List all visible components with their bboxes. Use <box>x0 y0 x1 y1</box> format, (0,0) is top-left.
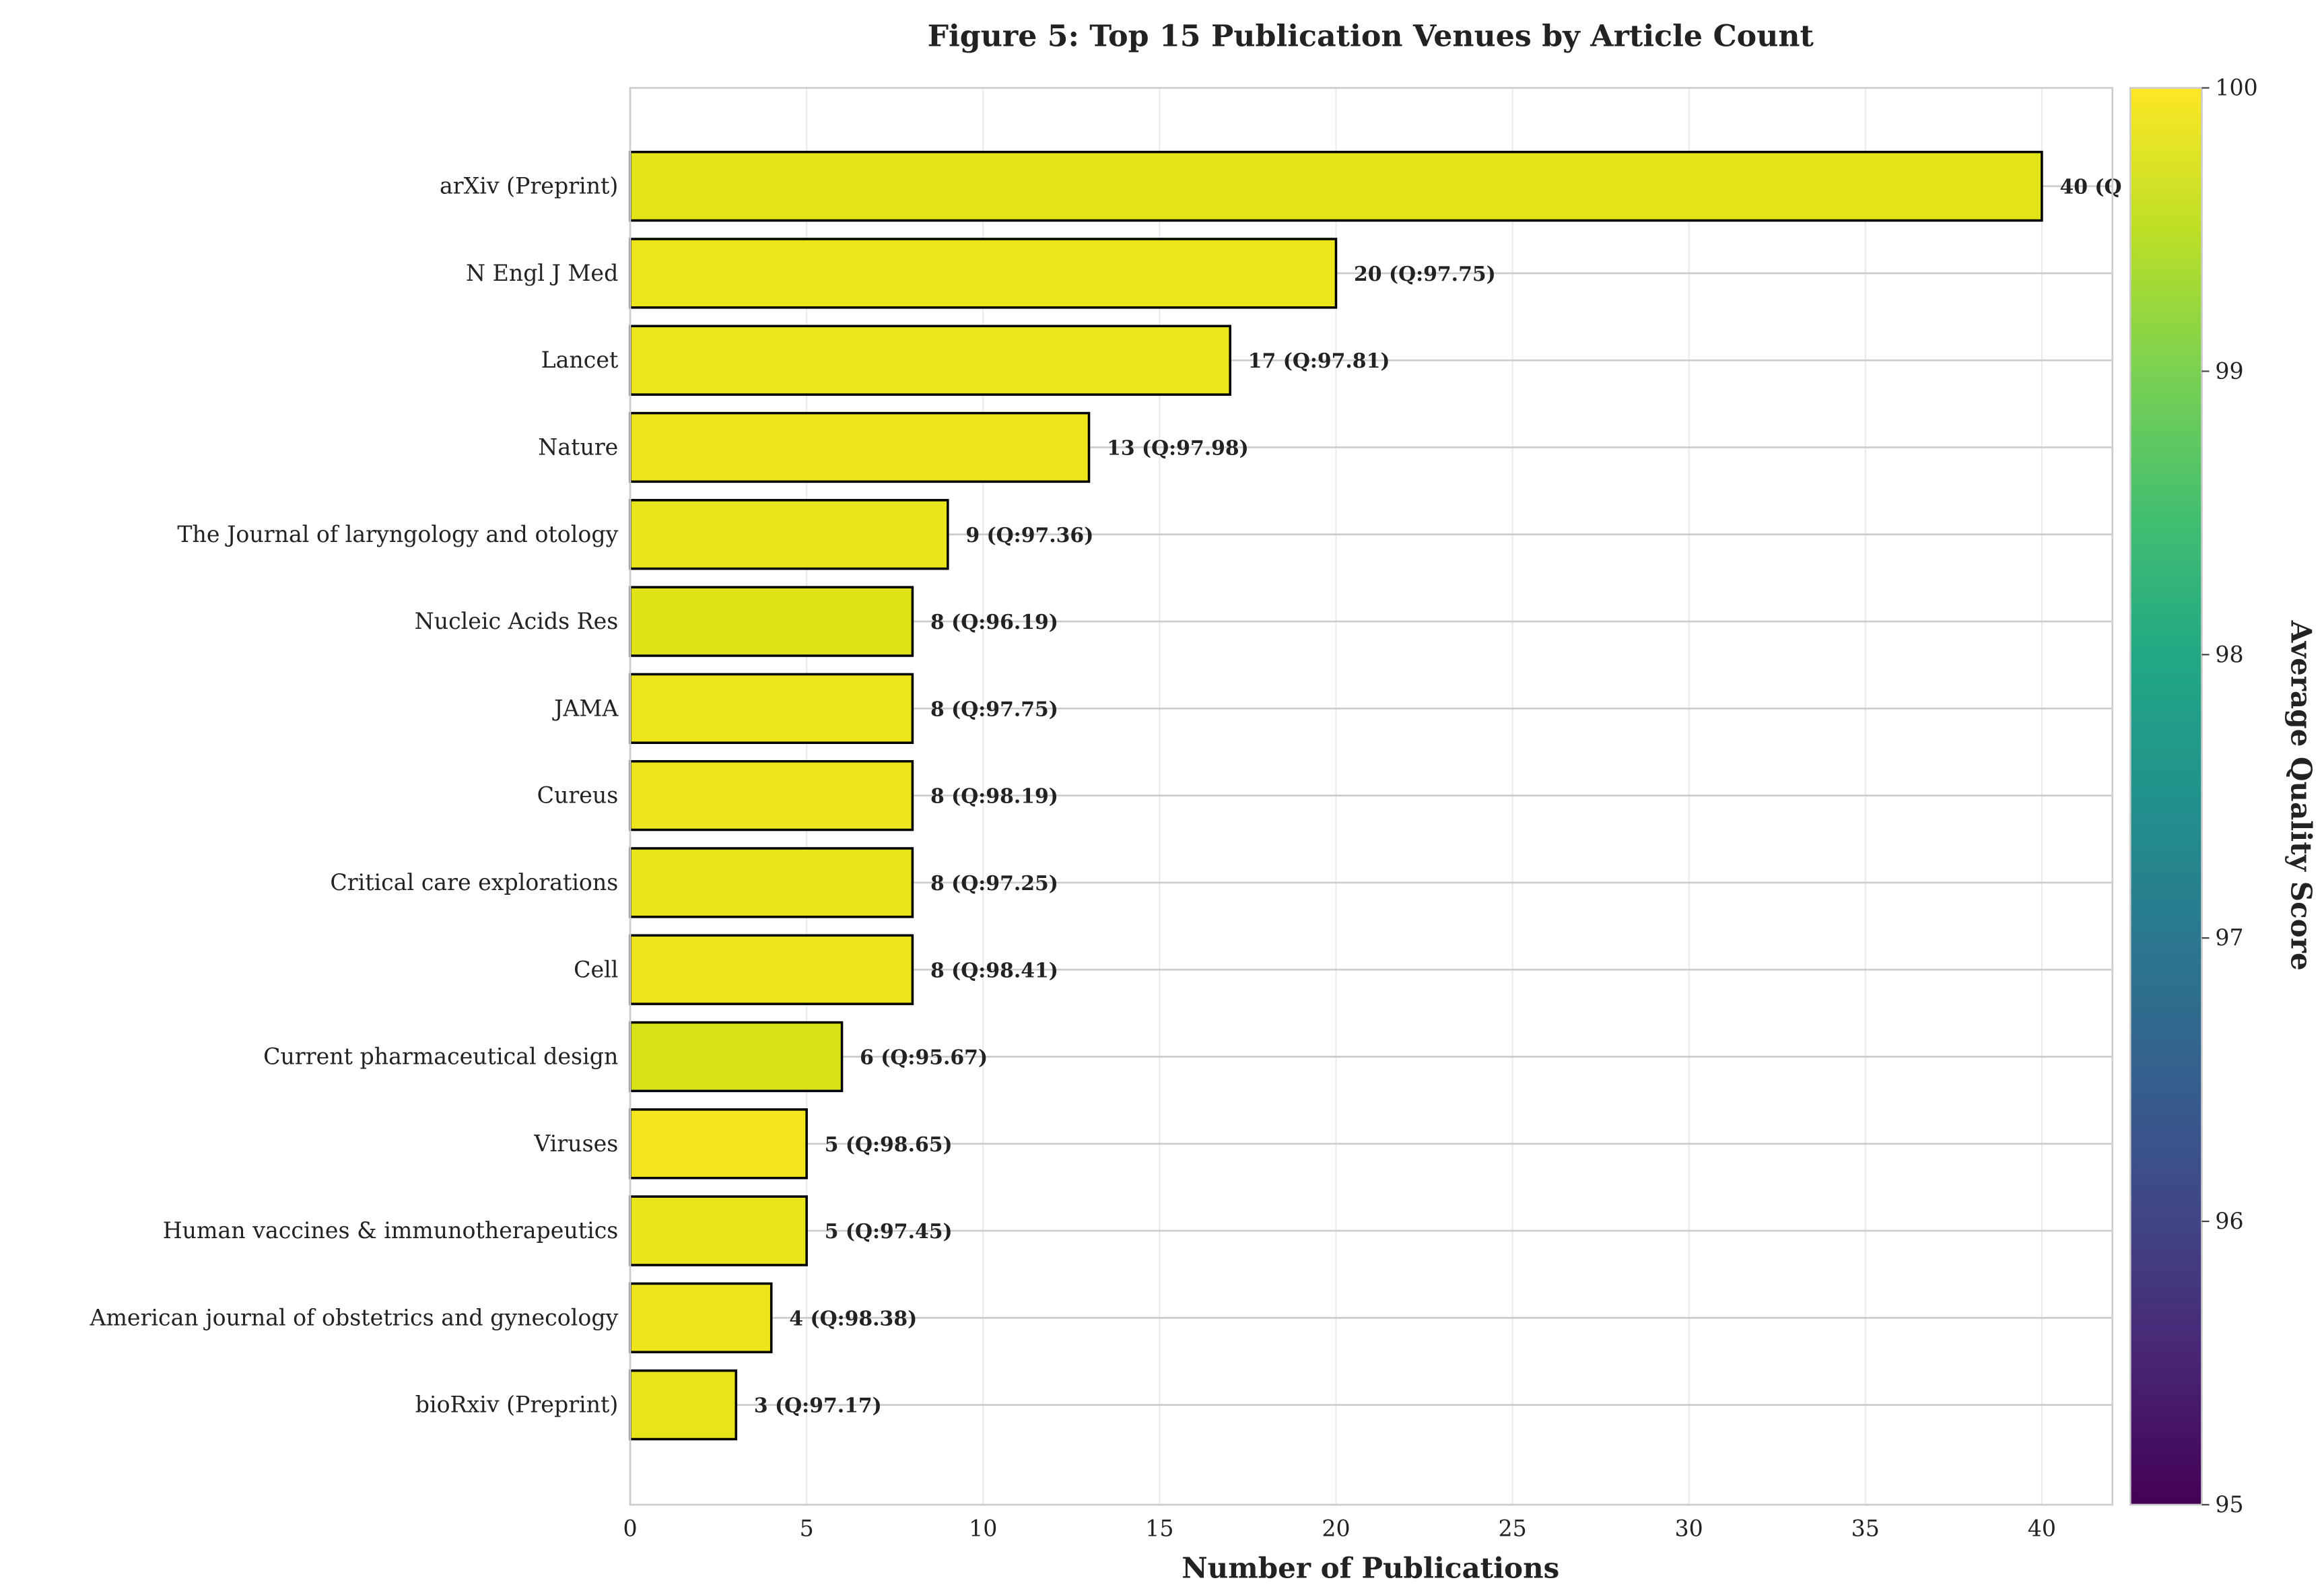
y-tick-label: The Journal of laryngology and otology <box>177 521 618 547</box>
y-tick-label: N Engl J Med <box>466 260 618 286</box>
y-tick-label: American journal of obstetrics and gynec… <box>89 1304 618 1330</box>
data-label: 8 (Q:97.75) <box>930 698 1058 721</box>
colorbar-tick-label: 95 <box>2215 1491 2243 1518</box>
data-label: 5 (Q:97.45) <box>825 1220 953 1244</box>
y-tick-label: Cureus <box>537 782 619 809</box>
chart-title: Figure 5: Top 15 Publication Venues by A… <box>928 19 1814 54</box>
bar <box>629 934 914 1005</box>
bar <box>629 499 949 570</box>
data-label: 4 (Q:98.38) <box>789 1307 917 1330</box>
data-label: 17 (Q:97.81) <box>1248 349 1390 373</box>
bar <box>629 586 914 657</box>
y-tick-label: Cell <box>574 956 618 982</box>
bar <box>629 847 914 918</box>
bar <box>629 1195 808 1266</box>
x-tick-label: 5 <box>800 1515 814 1541</box>
y-tick-label: Current pharmaceutical design <box>263 1044 618 1070</box>
colorbar-tick-label: 98 <box>2215 641 2243 667</box>
y-tick-labels: arXiv (Preprint) N Engl J Med Lancet Nature… <box>89 173 619 1418</box>
colorbar-tick-label: 99 <box>2215 358 2243 384</box>
colorbar-tick-labels: 95 96 97 98 99 100 <box>2201 75 2258 1518</box>
x-tick-label: 30 <box>1675 1515 1703 1541</box>
x-tick-label: 15 <box>1145 1515 1173 1541</box>
y-tick-label: JAMA <box>552 695 619 721</box>
x-axis-label: Number of Publications <box>1182 1551 1559 1584</box>
colorbar-tick-label: 97 <box>2215 924 2243 951</box>
x-tick-label: 35 <box>1851 1515 1880 1541</box>
colorbar <box>2129 87 2203 1506</box>
bar <box>629 150 2043 222</box>
x-tick-label: 40 <box>2028 1515 2056 1541</box>
data-label: 9 (Q:97.36) <box>965 524 1093 547</box>
data-label: 8 (Q:98.41) <box>930 959 1058 982</box>
data-label: 8 (Q:98.19) <box>930 785 1058 809</box>
data-label: 8 (Q:97.25) <box>930 872 1058 895</box>
colorbar-label: Average Quality Score <box>2284 620 2317 971</box>
bar <box>629 1108 808 1180</box>
bar <box>629 1021 844 1093</box>
data-label: 20 (Q:97.75) <box>1354 263 1496 286</box>
colorbar-tick-label: 100 <box>2215 75 2257 101</box>
colorbar-tick-label: 96 <box>2215 1208 2243 1234</box>
bar <box>629 325 1231 396</box>
bars: 40 (Q 20 (Q:97.75) 17 (Q:97.81) 13 (Q:97.98… <box>629 150 2122 1441</box>
bar <box>629 673 914 744</box>
y-tick-label: Lancet <box>541 347 619 373</box>
data-label: 6 (Q:95.67) <box>860 1046 988 1070</box>
y-tick-label: Human vaccines & immunotherapeutics <box>163 1217 619 1244</box>
data-label: 3 (Q:97.17) <box>754 1394 882 1418</box>
data-label: 5 (Q:98.65) <box>825 1133 953 1157</box>
x-tick-label: 25 <box>1498 1515 1526 1541</box>
bar <box>629 1282 773 1354</box>
y-tick-label: Nucleic Acids Res <box>415 608 619 634</box>
y-tick-label: bioRxiv (Preprint) <box>415 1392 619 1418</box>
bar <box>629 238 1338 309</box>
data-label: 40 (Q <box>2059 176 2121 199</box>
x-tick-label: 0 <box>623 1515 637 1541</box>
y-tick-label: Nature <box>538 434 618 461</box>
data-label: 13 (Q:97.98) <box>1107 437 1249 461</box>
x-tick-label: 10 <box>969 1515 997 1541</box>
plot-frame <box>629 87 2114 1506</box>
y-tick-label: Viruses <box>533 1130 618 1157</box>
y-tick-label: arXiv (Preprint) <box>440 173 618 199</box>
data-label: 8 (Q:96.19) <box>930 611 1058 634</box>
bar <box>629 759 914 832</box>
x-tick-labels: 0 5 10 15 20 25 30 35 40 <box>623 1515 2056 1541</box>
x-tick-label: 20 <box>1322 1515 1350 1541</box>
bar <box>629 1369 738 1441</box>
bar <box>629 411 1091 483</box>
y-tick-label: Critical care explorations <box>330 869 618 895</box>
